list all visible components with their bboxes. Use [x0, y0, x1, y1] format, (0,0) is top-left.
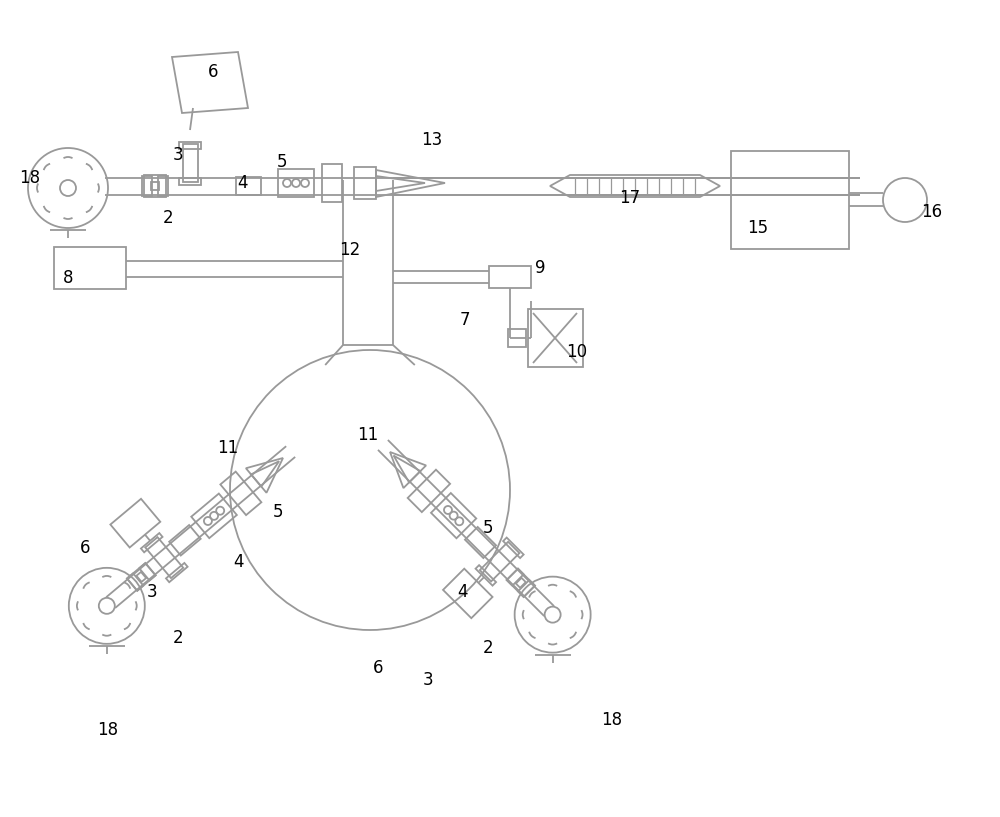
Text: 11: 11 — [357, 426, 379, 444]
Text: 6: 6 — [208, 63, 218, 81]
Text: 5: 5 — [483, 519, 493, 537]
Bar — [322, 164, 342, 202]
Text: 2: 2 — [163, 209, 173, 227]
Text: 3: 3 — [147, 583, 157, 601]
Text: 4: 4 — [237, 174, 247, 192]
Bar — [151, 182, 159, 190]
Text: 16: 16 — [921, 203, 943, 221]
Bar — [528, 309, 582, 367]
Bar — [182, 144, 198, 182]
Bar — [354, 167, 376, 199]
Text: 15: 15 — [747, 219, 769, 237]
Text: 13: 13 — [421, 131, 443, 149]
Text: 5: 5 — [273, 503, 283, 521]
Bar — [54, 247, 126, 289]
Text: 9: 9 — [535, 259, 545, 277]
Bar — [144, 175, 166, 197]
Text: 10: 10 — [566, 343, 588, 361]
Bar — [236, 177, 260, 195]
Bar — [278, 169, 314, 197]
Text: 5: 5 — [277, 153, 287, 171]
Text: 6: 6 — [373, 659, 383, 677]
Text: 4: 4 — [233, 553, 243, 571]
Text: 18: 18 — [601, 711, 623, 729]
Text: 3: 3 — [423, 671, 433, 689]
Text: 18: 18 — [97, 721, 119, 739]
Text: 11: 11 — [217, 439, 239, 457]
Text: 8: 8 — [63, 269, 73, 287]
Bar — [158, 176, 168, 196]
Text: 17: 17 — [619, 189, 641, 207]
Text: 2: 2 — [483, 639, 493, 657]
Bar — [179, 177, 201, 185]
Text: 7: 7 — [460, 311, 470, 329]
Text: 2: 2 — [173, 629, 183, 647]
Text: 18: 18 — [19, 169, 41, 187]
Bar — [508, 329, 526, 347]
Bar — [179, 141, 201, 149]
Text: 3: 3 — [173, 146, 183, 164]
Text: 12: 12 — [339, 241, 361, 259]
Bar — [489, 266, 531, 288]
Text: 4: 4 — [457, 583, 467, 601]
Text: 6: 6 — [80, 539, 90, 557]
Bar — [142, 176, 152, 196]
Bar — [731, 151, 849, 249]
